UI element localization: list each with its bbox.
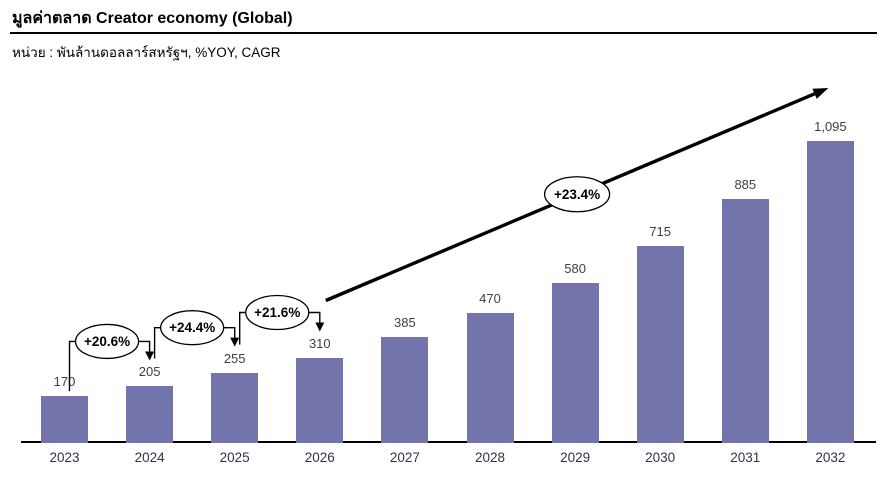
value-label: 205 (138, 364, 161, 380)
cagr-ellipse (543, 176, 611, 213)
yoy-label: +20.6% (84, 334, 130, 349)
value-label: 1,095 (814, 118, 847, 134)
yoy-arrowhead (230, 337, 240, 347)
yoy-arrowhead (145, 351, 155, 361)
year-label: 2023 (49, 450, 80, 465)
cagr-arrowhead (812, 87, 829, 99)
bar (636, 245, 684, 443)
year-label: 2032 (815, 450, 846, 465)
value-label: 470 (479, 291, 501, 307)
yoy-label: +21.6% (254, 305, 300, 320)
year-label: 2027 (389, 450, 420, 465)
yoy-label: +24.4% (169, 320, 215, 335)
value-label: 310 (308, 335, 331, 351)
year-label: 2025 (219, 450, 250, 465)
year-label: 2029 (560, 450, 591, 465)
title-divider (10, 32, 877, 34)
page-title: มูลค่าตลาด Creator economy (Global) (12, 10, 293, 27)
bar (381, 336, 429, 443)
year-label: 2028 (474, 450, 506, 465)
yoy-ellipse (245, 294, 310, 331)
value-label: 885 (734, 176, 757, 192)
bar (211, 372, 259, 443)
cagr-label: +23.4% (554, 187, 600, 202)
unit-note: หน่วย : พันล้านดอลลาร์สหรัฐฯ, %YOY, CAGR (12, 45, 281, 60)
bar (806, 140, 854, 443)
bar (126, 386, 174, 443)
year-label: 2031 (730, 450, 761, 465)
bar (466, 313, 514, 443)
value-label: 255 (223, 350, 246, 366)
year-label: 2026 (304, 450, 335, 465)
yoy-ellipse (159, 310, 225, 346)
value-label: 715 (649, 223, 672, 239)
bar (296, 357, 344, 443)
bar (41, 396, 88, 443)
x-axis-line (21, 441, 876, 443)
bar (551, 283, 599, 443)
value-label: 170 (53, 374, 76, 390)
year-label: 2030 (645, 450, 676, 465)
yoy-ellipse (74, 323, 140, 360)
year-label: 2024 (134, 450, 165, 465)
value-label: 385 (394, 314, 416, 330)
value-label: 580 (564, 261, 586, 277)
yoy-arrowhead (315, 322, 325, 332)
bar (721, 198, 769, 443)
